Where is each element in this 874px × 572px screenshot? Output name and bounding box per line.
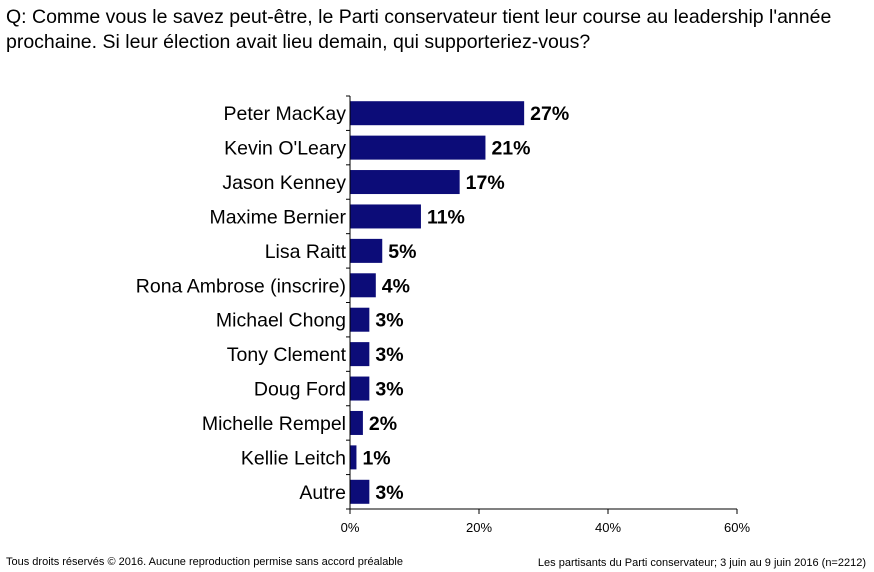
category-label: Jason Kenney — [222, 172, 346, 194]
bar — [350, 445, 357, 470]
category-label: Peter MacKay — [224, 103, 347, 125]
value-label: 3% — [375, 379, 403, 401]
value-label: 1% — [362, 447, 390, 469]
x-tick-label: 40% — [595, 520, 621, 535]
category-label: Doug Ford — [254, 379, 346, 401]
value-label: 17% — [466, 172, 505, 194]
copyright-footer: Tous droits réservés © 2016. Aucune repr… — [6, 556, 403, 568]
bar — [350, 273, 376, 298]
bar — [350, 307, 370, 332]
x-axis: 0% 20% 40% 60% — [341, 95, 750, 535]
value-label: 21% — [491, 138, 530, 160]
value-label: 3% — [375, 310, 403, 332]
bar — [350, 410, 363, 435]
category-label: Autre — [299, 482, 346, 504]
category-label: Maxime Bernier — [209, 206, 346, 228]
value-label: 4% — [382, 275, 410, 297]
sample-footer: Les partisants du Parti conservateur; 3 … — [537, 557, 866, 569]
bar — [350, 135, 486, 160]
bar — [350, 101, 525, 126]
bar — [350, 204, 421, 229]
bar — [350, 342, 370, 367]
value-label: 2% — [369, 413, 397, 435]
category-label: Tony Clement — [227, 344, 347, 366]
bar — [350, 376, 370, 401]
value-label: 5% — [388, 241, 416, 263]
bar — [350, 170, 460, 195]
category-label: Kellie Leitch — [241, 447, 346, 469]
category-label: Kevin O'Leary — [224, 138, 346, 160]
value-label: 3% — [375, 344, 403, 366]
category-label: Michelle Rempel — [202, 413, 346, 435]
chart-question: Q: Comme vous le savez peut-être, le Par… — [6, 6, 832, 53]
value-label: 27% — [530, 103, 569, 125]
bar — [350, 479, 370, 504]
value-label: 3% — [375, 482, 403, 504]
x-tick-label: 20% — [466, 520, 492, 535]
category-label: Lisa Raitt — [265, 241, 347, 263]
bars-layer: Peter MacKay 27% Kevin O'Leary 21% Jason Ken… — [136, 101, 569, 504]
category-label: Rona Ambrose (inscrire) — [136, 275, 346, 297]
value-label: 11% — [427, 206, 465, 228]
x-tick-label: 0% — [341, 520, 360, 535]
bar — [350, 238, 383, 263]
x-tick-label: 60% — [724, 520, 750, 535]
category-label: Michael Chong — [216, 310, 346, 332]
